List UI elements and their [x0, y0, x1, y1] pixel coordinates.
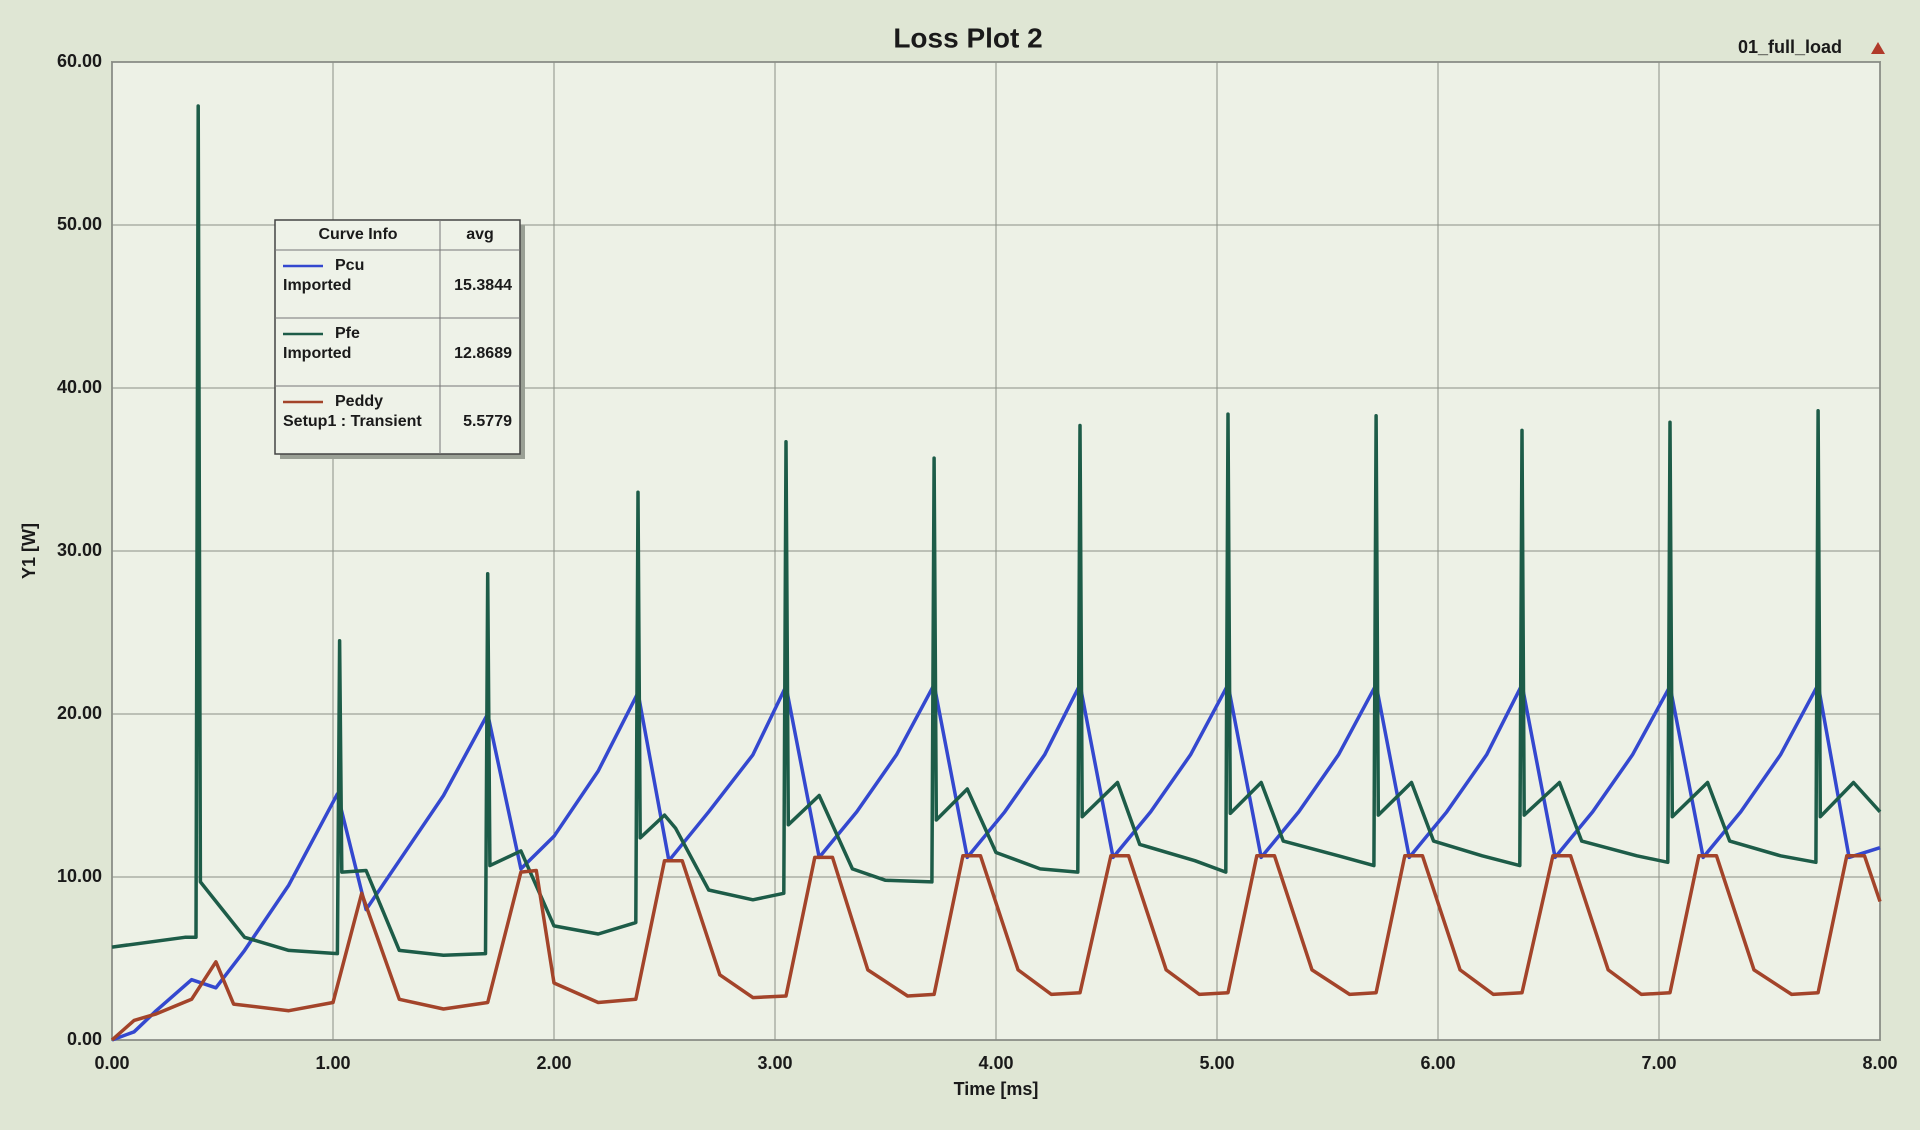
legend-source: Imported — [283, 277, 351, 294]
y-tick-label: 20.00 — [57, 703, 102, 723]
y-tick-label: 40.00 — [57, 377, 102, 397]
x-tick-label: 4.00 — [978, 1053, 1013, 1073]
legend-source: Imported — [283, 345, 351, 362]
x-tick-label: 0.00 — [94, 1053, 129, 1073]
chart-title: Loss Plot 2 — [893, 22, 1042, 53]
x-tick-label: 3.00 — [757, 1053, 792, 1073]
legend-avg: 5.5779 — [463, 413, 512, 430]
x-tick-label: 2.00 — [536, 1053, 571, 1073]
y-tick-label: 10.00 — [57, 866, 102, 886]
y-tick-label: 50.00 — [57, 214, 102, 234]
x-tick-label: 5.00 — [1199, 1053, 1234, 1073]
y-axis-label: Y1 [W] — [19, 523, 39, 579]
legend-name: Pfe — [335, 325, 360, 342]
warning-icon — [1871, 42, 1885, 54]
series-line — [111, 104, 1882, 957]
plot-lines — [110, 104, 1882, 1042]
y-tick-label: 60.00 — [57, 51, 102, 71]
legend-header: Curve Info — [318, 226, 397, 243]
legend-name: Pcu — [335, 257, 364, 274]
x-tick-label: 7.00 — [1641, 1053, 1676, 1073]
x-tick-label: 8.00 — [1862, 1053, 1897, 1073]
x-axis-label: Time [ms] — [954, 1079, 1039, 1099]
subtitle: 01_full_load — [1738, 37, 1842, 57]
legend-header: avg — [466, 226, 494, 243]
legend-box — [274, 219, 521, 455]
series-line — [110, 854, 1882, 1042]
legend-avg: 15.3844 — [454, 277, 512, 294]
legend-avg: 12.8689 — [454, 345, 512, 362]
x-tick-label: 6.00 — [1420, 1053, 1455, 1073]
x-tick-label: 1.00 — [315, 1053, 350, 1073]
legend: Curve Info avg Pcu Imported 15.3844 Pfe Import… — [274, 219, 525, 459]
y-tick-label: 30.00 — [57, 540, 102, 560]
y-tick-label: 0.00 — [67, 1029, 102, 1049]
legend-name: Peddy — [335, 393, 383, 410]
legend-source: Setup1 : Transient — [283, 413, 422, 430]
